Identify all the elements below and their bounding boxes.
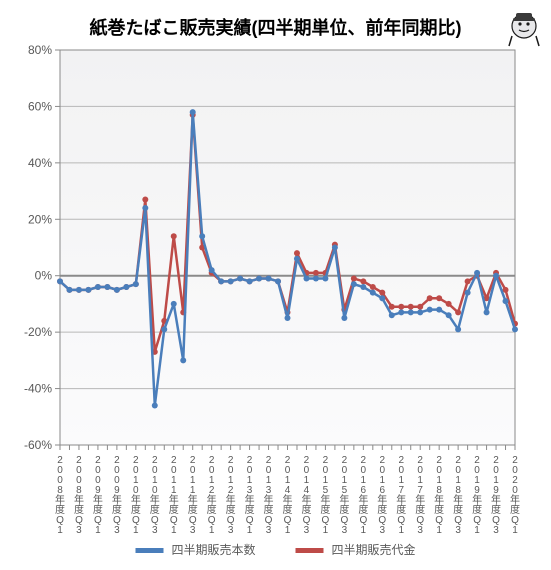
svg-text:1: 1 [361,525,367,536]
svg-text:3: 3 [304,525,310,536]
svg-text:1: 1 [209,525,215,536]
svg-text:3: 3 [342,525,348,536]
svg-text:0%: 0% [35,269,53,283]
svg-text:3: 3 [76,525,82,536]
svg-text:1: 1 [57,525,63,536]
svg-text:3: 3 [114,525,120,536]
svg-text:80%: 80% [28,43,52,57]
svg-text:3: 3 [380,525,386,536]
svg-text:1: 1 [171,525,177,536]
svg-text:1: 1 [398,525,404,536]
svg-text:1: 1 [323,525,329,536]
line-chart-svg: -60%-40%-20%0%20%40%60%80%2008年度Q12008年度… [0,0,551,570]
svg-text:1: 1 [436,525,442,536]
svg-text:20%: 20% [28,212,52,226]
svg-text:3: 3 [152,525,158,536]
svg-text:1: 1 [95,525,101,536]
svg-text:1: 1 [247,525,253,536]
svg-text:-40%: -40% [24,382,52,396]
svg-text:3: 3 [266,525,272,536]
svg-text:3: 3 [493,525,499,536]
svg-text:3: 3 [455,525,461,536]
svg-text:1: 1 [512,525,518,536]
svg-text:1: 1 [133,525,139,536]
svg-text:60%: 60% [28,99,52,113]
svg-text:-60%: -60% [24,438,52,452]
svg-text:3: 3 [417,525,423,536]
svg-text:1: 1 [474,525,480,536]
svg-text:3: 3 [190,525,196,536]
svg-text:1: 1 [285,525,291,536]
svg-text:-20%: -20% [24,325,52,339]
mascot-icon [503,6,545,48]
svg-text:3: 3 [228,525,234,536]
svg-text:四半期販売本数: 四半期販売本数 [172,542,256,557]
svg-text:40%: 40% [28,156,52,170]
svg-text:四半期販売代金: 四半期販売代金 [332,542,416,557]
